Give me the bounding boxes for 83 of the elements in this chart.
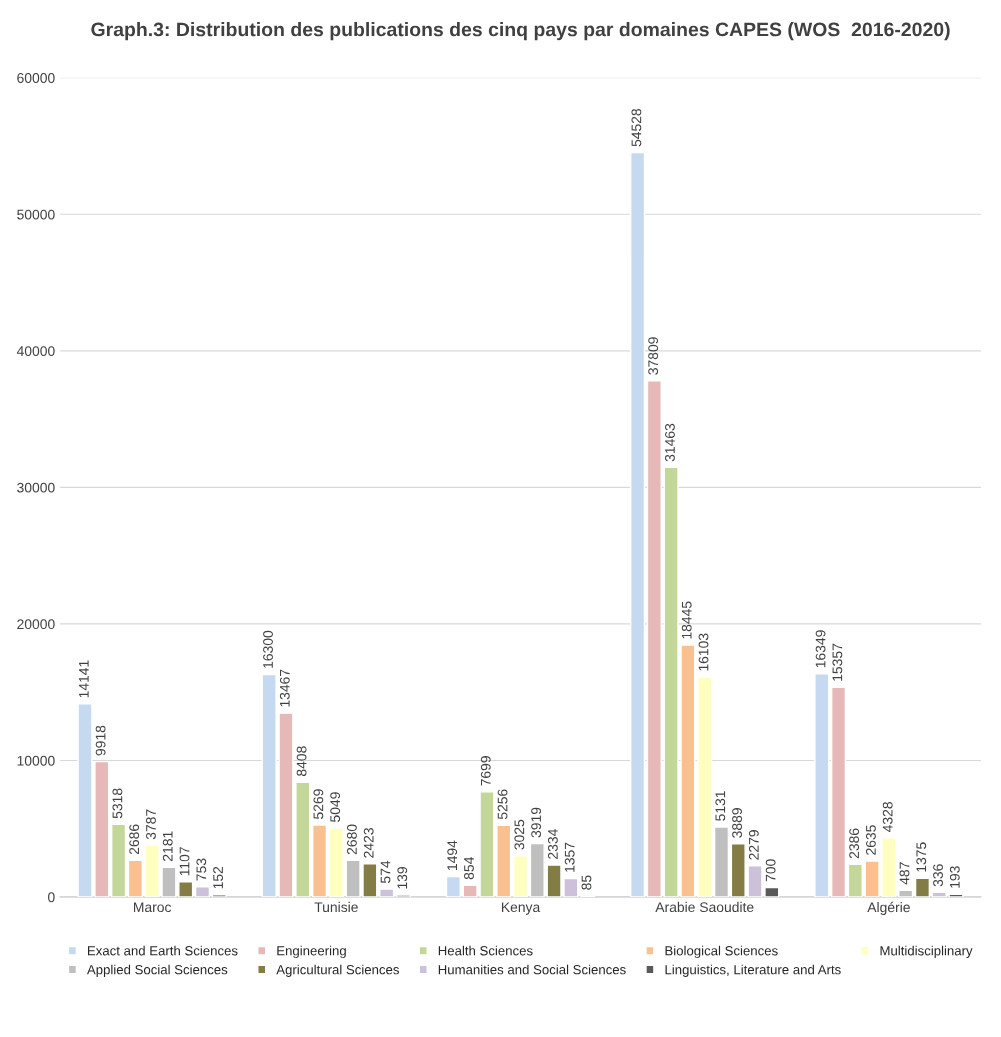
bar (697, 676, 713, 898)
legend-label: Agricultural Sciences (276, 964, 399, 977)
bar (127, 859, 143, 898)
x-tick-label: Maroc (134, 902, 172, 913)
legend-label: Applied Social Sciences (86, 964, 228, 977)
data-label: 3025 (514, 819, 525, 850)
x-tick-label: Tunisie (314, 901, 358, 913)
data-label: 13467 (279, 669, 290, 707)
legend-label: Biological Sciences (665, 945, 778, 959)
bar (814, 673, 830, 898)
data-label: 2334 (547, 829, 558, 859)
bar (830, 686, 847, 898)
data-label: 15357 (832, 643, 843, 681)
y-tick-label: 60000 (17, 73, 55, 83)
data-label: 4328 (882, 802, 893, 833)
data-label: 7699 (480, 756, 491, 786)
data-label: 193 (949, 866, 960, 888)
legend-label: Health Sciences (438, 945, 533, 956)
data-label: 5049 (330, 792, 341, 822)
data-label: 16300 (263, 630, 273, 668)
data-label: 14141 (79, 660, 89, 698)
data-label: 854 (464, 857, 474, 880)
legend-label: Exact and Earth Sciences (88, 945, 238, 956)
data-label: 336 (933, 864, 943, 887)
bar (194, 886, 211, 898)
data-label: 9918 (95, 725, 106, 756)
y-tick-label: 20000 (17, 619, 55, 630)
data-label: 16103 (698, 633, 709, 671)
data-label: 1107 (179, 847, 190, 876)
y-tick-label: 30000 (17, 482, 55, 493)
y-tick-label: 10000 (17, 755, 55, 766)
data-label: 1375 (916, 842, 927, 872)
data-label: 574 (380, 860, 391, 884)
bar (512, 855, 529, 898)
data-label: 2680 (347, 824, 357, 855)
x-tick-label: Algérie (867, 901, 910, 915)
data-label: 139 (397, 867, 408, 889)
data-label: 1357 (564, 842, 575, 872)
data-label: 2686 (129, 824, 140, 855)
data-label: 700 (765, 859, 776, 882)
y-tick-label: 40000 (16, 346, 55, 357)
data-label: 31463 (665, 423, 675, 462)
data-label: 5269 (313, 789, 324, 819)
bar (847, 863, 863, 898)
bar (111, 823, 127, 898)
data-label: 54528 (631, 108, 642, 147)
x-tick-label: Kenya (501, 902, 541, 915)
data-label: 487 (899, 862, 910, 885)
data-label: 2635 (866, 825, 876, 855)
data-label: 2181 (162, 831, 173, 861)
x-tick-label: Arabie Saoudite (655, 901, 754, 913)
data-label: 5256 (497, 789, 508, 820)
data-label: 753 (196, 858, 207, 881)
bar (311, 824, 328, 898)
data-label: 85 (581, 875, 592, 890)
data-label: 152 (213, 866, 224, 889)
chart-title: Graph.3: Distribution des publications des cinq pays par domaines CAPES (WOS 2016-2020) (91, 22, 950, 41)
bar (328, 827, 344, 898)
y-tick-label: 50000 (17, 209, 55, 220)
data-label: 37809 (648, 337, 659, 375)
data-label: 16349 (815, 630, 826, 668)
bar (630, 151, 646, 898)
data-label: 3889 (732, 808, 742, 838)
bar (914, 877, 931, 898)
data-label: 2423 (363, 828, 374, 858)
data-label: 5131 (715, 791, 726, 821)
data-label: 1494 (447, 840, 458, 870)
bar (379, 888, 395, 898)
data-label: 2279 (748, 830, 759, 860)
bar (646, 380, 662, 898)
data-label: 3919 (531, 807, 542, 838)
data-label: 18445 (681, 601, 692, 639)
data-label: 3787 (146, 809, 156, 840)
legend-label: Multidisciplinary (880, 945, 973, 959)
y-tick-label: 0 (48, 892, 55, 903)
legend-label: Linguistics, Literature and Arts (665, 964, 841, 977)
data-label: 8408 (296, 746, 307, 777)
bar (445, 875, 461, 898)
data-label: 5318 (112, 788, 123, 819)
legend-label: Engineering (277, 945, 346, 959)
bar (211, 894, 227, 898)
data-label: 2386 (849, 828, 860, 859)
legend-label: Humanities and Social Sciences (438, 964, 626, 975)
